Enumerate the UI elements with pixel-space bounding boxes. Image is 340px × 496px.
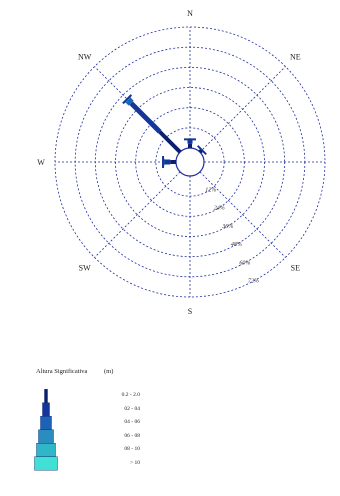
ring-labels: 12% 24% 36% 48% 60% 72% xyxy=(205,187,259,284)
direction-label-sw: SW xyxy=(79,263,91,272)
legend-swatch xyxy=(44,389,48,403)
grid-spoke-se xyxy=(199,171,286,258)
bar-nw-bin-0 xyxy=(158,130,182,154)
direction-label-w: W xyxy=(37,158,45,167)
legend-swatches xyxy=(34,389,58,471)
grid xyxy=(54,26,326,298)
legend-label: 08 - 10 xyxy=(124,446,140,452)
ring-label: 24% xyxy=(214,205,225,212)
legend-swatch xyxy=(38,429,54,444)
center-circle xyxy=(175,147,205,177)
legend-swatch xyxy=(34,456,58,471)
ring-label: 60% xyxy=(239,260,250,266)
ring-label: 36% xyxy=(221,224,233,230)
legend-label: 0.2 - 2.0 xyxy=(121,392,140,398)
legend-unit: (m) xyxy=(104,368,114,375)
direction-labels: N NE SE S SW W NW xyxy=(37,9,301,316)
legend-swatch xyxy=(42,402,50,417)
grid-spoke-sw xyxy=(94,171,181,258)
bar-cap-ne xyxy=(196,145,207,156)
ring-label: 12% xyxy=(205,187,216,193)
direction-label-s: S xyxy=(188,307,192,316)
bar-nw-bin-2 xyxy=(125,97,134,106)
bar-nw-bin-1 xyxy=(129,101,162,134)
direction-label-ne: NE xyxy=(290,53,301,62)
legend-swatch xyxy=(36,443,56,457)
ring-label: 48% xyxy=(231,241,242,248)
legend: Altura Significativa (m) 0.2 - 2.0 02 - 0… xyxy=(0,360,340,496)
legend-label: 02 - 04 xyxy=(124,405,140,412)
direction-label-se: SE xyxy=(291,263,300,272)
grid-spoke-ne xyxy=(199,66,286,153)
legend-label: 04 - 06 xyxy=(124,419,140,425)
legend-swatch xyxy=(40,416,52,430)
legend-title: Altura Significativa xyxy=(36,368,88,375)
ring-label: 72% xyxy=(248,279,259,285)
direction-label-n: N xyxy=(187,9,193,18)
direction-bars xyxy=(122,94,207,168)
legend-label: 06 - 08 xyxy=(124,432,140,439)
direction-label-nw: NW xyxy=(78,53,92,62)
wind-rose-chart: N NE SE S SW W NW 12% 24% 36% 48% 60% 72% xyxy=(37,9,326,316)
legend-label: > 10 xyxy=(130,459,140,466)
bar-cap-nw xyxy=(122,94,133,105)
